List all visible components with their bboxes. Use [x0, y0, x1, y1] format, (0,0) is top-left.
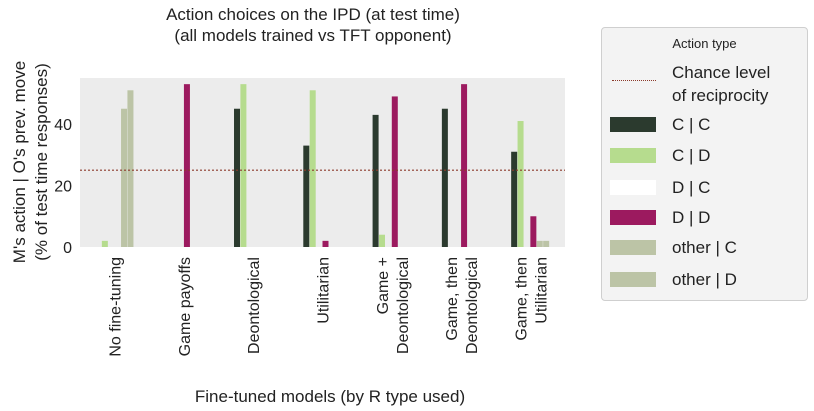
- bar-c-c-4: [372, 114, 379, 248]
- chart-title-line-1: (all models trained vs TFT opponent): [174, 26, 451, 45]
- legend-swatch: [610, 148, 656, 163]
- legend-label: D | D: [672, 208, 711, 227]
- bar-c-d-0: [101, 240, 108, 247]
- legend-item: C | C: [610, 110, 805, 140]
- x-axis-label: Fine-tuned models (by R type used): [195, 387, 465, 406]
- legend-label: D | C: [672, 178, 711, 197]
- legend-item: Chance level of reciprocity: [610, 58, 805, 105]
- y-axis-label-line-0: M's action | O's prev. move: [10, 61, 29, 263]
- legend-swatch: [610, 272, 656, 287]
- chart-legend: Action type Chance level of reciprocity C …: [601, 27, 808, 301]
- x-tick-label-3-0: Utilitarian: [316, 257, 333, 324]
- x-tick-label-2-0: Deontological: [246, 257, 263, 354]
- bar-c-d-3: [309, 90, 316, 247]
- legend-swatch: [610, 210, 656, 225]
- y-axis-label-line-1: (% of test time responses): [32, 63, 51, 260]
- bar-other-c-6: [536, 240, 543, 247]
- legend-label: other | D: [672, 270, 737, 289]
- bar-c-d-4: [378, 234, 385, 247]
- bar-d-d-4: [391, 96, 398, 247]
- bar-c-d-2: [240, 84, 247, 248]
- bar-c-c-3: [303, 145, 310, 247]
- legend-swatch: [610, 117, 656, 132]
- legend-label: Chance level of reciprocity: [672, 63, 771, 105]
- plot-area: [80, 78, 565, 247]
- legend-item: D | D: [610, 203, 805, 233]
- x-tick-label-5-1: Deontological: [464, 257, 481, 354]
- y-tick-label-40: 40: [54, 117, 72, 134]
- bar-chart: Action choices on the IPD (at test time)…: [10, 5, 565, 406]
- bar-other-d-0: [127, 90, 134, 247]
- bar-d-d-3: [322, 240, 329, 247]
- legend-swatch: [610, 180, 656, 195]
- legend-title: Action type: [672, 36, 737, 51]
- x-tick-label-5-0: Game, then: [444, 257, 461, 341]
- legend-label: C | D: [672, 146, 711, 165]
- x-tick-label-0-0: No fine-tuning: [108, 257, 125, 357]
- legend-item: C | D: [610, 141, 805, 171]
- bar-d-d-5: [461, 84, 468, 248]
- x-tick-label-4-0: Game +: [375, 257, 392, 314]
- legend-label: C | C: [672, 115, 711, 134]
- y-tick-label-20: 20: [54, 179, 72, 196]
- bar-c-c-6: [511, 151, 518, 247]
- bar-c-c-5: [441, 108, 448, 247]
- legend-item: other | D: [610, 265, 805, 295]
- legend-item: other | C: [610, 233, 805, 263]
- legend-item: D | C: [610, 173, 805, 203]
- bar-other-c-0: [121, 108, 128, 247]
- bar-d-d-1: [183, 84, 190, 248]
- bar-d-d-6: [530, 216, 537, 247]
- x-tick-label-4-1: Deontological: [395, 257, 412, 354]
- bar-c-d-6: [517, 121, 524, 247]
- legend-swatch: [610, 240, 656, 255]
- bar-c-c-2: [234, 108, 241, 247]
- chart-title-line-0: Action choices on the IPD (at test time): [166, 5, 460, 24]
- legend-label: other | C: [672, 238, 737, 257]
- x-tick-label-6-1: Utilitarian: [533, 257, 550, 324]
- y-tick-label-0: 0: [63, 240, 72, 257]
- x-tick-label-6-0: Game, then: [513, 257, 530, 341]
- bar-other-d-6: [543, 240, 550, 247]
- x-tick-label-1-0: Game payoffs: [177, 257, 194, 356]
- legend-line-swatch: [612, 80, 656, 81]
